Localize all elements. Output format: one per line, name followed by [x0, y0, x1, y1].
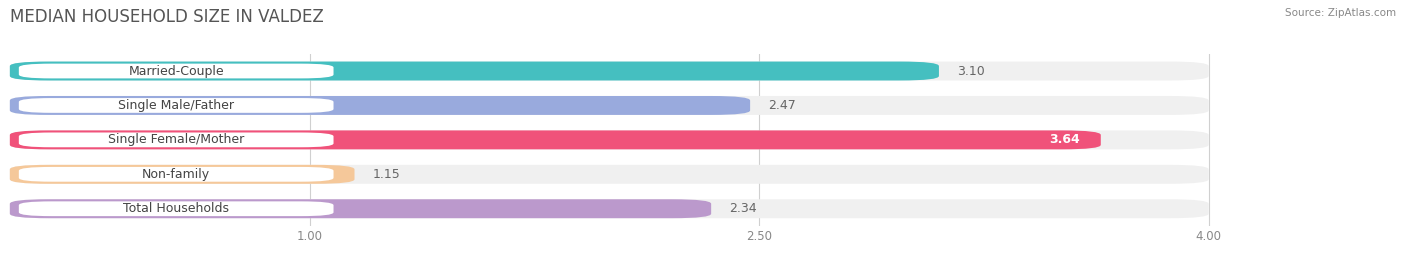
Text: 1.15: 1.15 — [373, 168, 401, 181]
FancyBboxPatch shape — [10, 165, 1209, 184]
FancyBboxPatch shape — [18, 98, 333, 113]
FancyBboxPatch shape — [10, 62, 939, 80]
FancyBboxPatch shape — [18, 201, 333, 216]
Text: Non-family: Non-family — [142, 168, 211, 181]
Text: 3.10: 3.10 — [957, 65, 984, 77]
Text: 3.64: 3.64 — [1049, 133, 1080, 146]
FancyBboxPatch shape — [10, 130, 1209, 149]
Text: Total Households: Total Households — [124, 202, 229, 215]
Text: Single Female/Mother: Single Female/Mother — [108, 133, 245, 146]
Text: Single Male/Father: Single Male/Father — [118, 99, 235, 112]
FancyBboxPatch shape — [18, 64, 333, 78]
Text: Married-Couple: Married-Couple — [128, 65, 224, 77]
Text: 2.47: 2.47 — [768, 99, 796, 112]
FancyBboxPatch shape — [10, 96, 751, 115]
Text: Source: ZipAtlas.com: Source: ZipAtlas.com — [1285, 8, 1396, 18]
FancyBboxPatch shape — [10, 130, 1101, 149]
FancyBboxPatch shape — [10, 199, 711, 218]
FancyBboxPatch shape — [10, 96, 1209, 115]
Text: 2.34: 2.34 — [730, 202, 756, 215]
Text: MEDIAN HOUSEHOLD SIZE IN VALDEZ: MEDIAN HOUSEHOLD SIZE IN VALDEZ — [10, 8, 323, 26]
FancyBboxPatch shape — [10, 165, 354, 184]
FancyBboxPatch shape — [18, 133, 333, 147]
FancyBboxPatch shape — [10, 62, 1209, 80]
FancyBboxPatch shape — [18, 167, 333, 182]
FancyBboxPatch shape — [10, 199, 1209, 218]
